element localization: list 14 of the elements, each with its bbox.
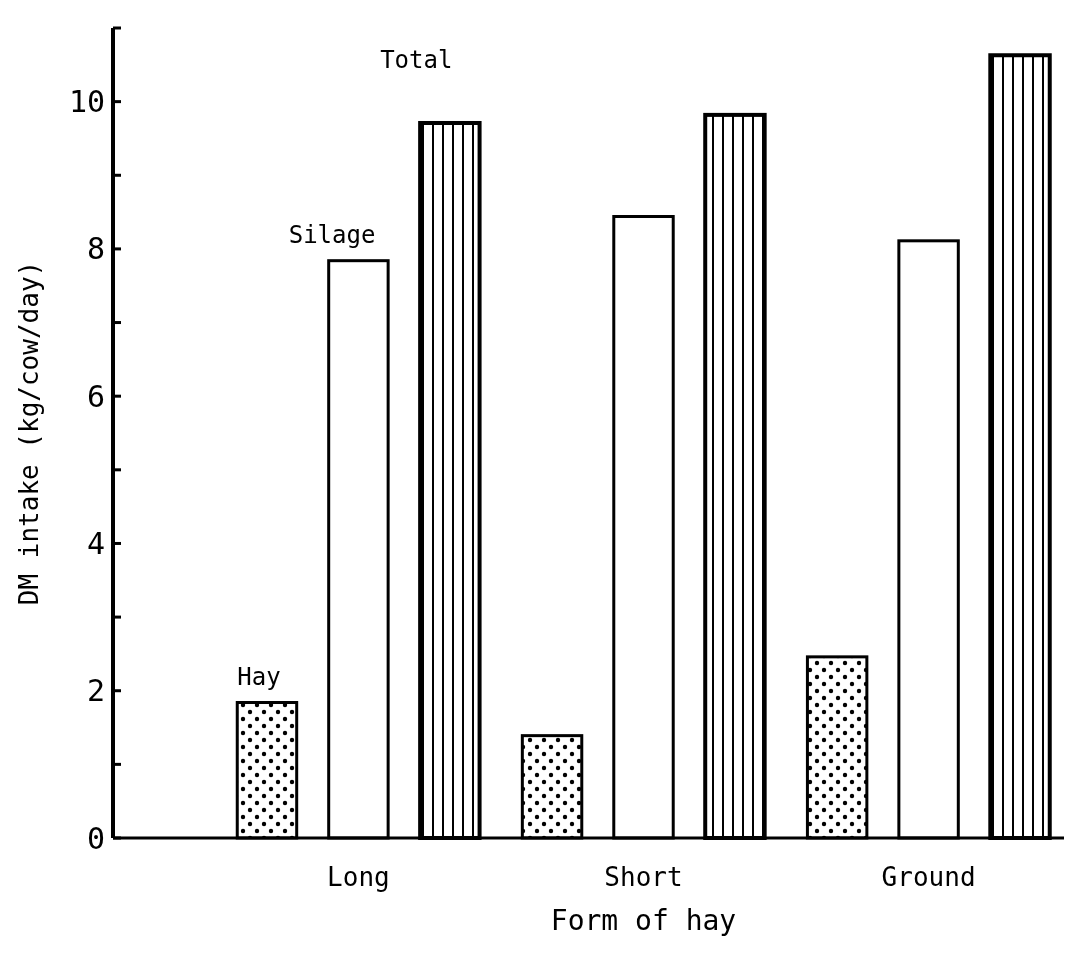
y-tick-label: 0 [86, 820, 105, 856]
y-tick-label: 4 [86, 525, 105, 561]
y-axis-title: DM intake (kg/cow/day) [14, 260, 44, 606]
y-tick-label: 8 [86, 231, 105, 267]
series-label: Silage [288, 220, 376, 249]
y-tick-label: 2 [86, 673, 105, 709]
x-tick-label: Long [327, 862, 390, 892]
y-tick-label: 10 [68, 84, 105, 120]
text: Total [380, 45, 453, 74]
x-axis-title: Form of hay [550, 904, 737, 937]
x-tick-label: Ground [881, 862, 976, 892]
series-label: Hay [237, 662, 281, 691]
y-tick-label: 6 [86, 378, 105, 414]
x-tick-label: Short [604, 862, 683, 892]
